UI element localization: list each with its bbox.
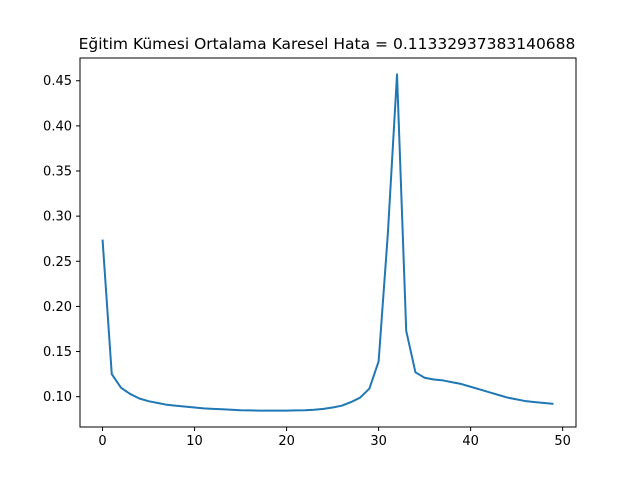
y-tick-label: 0.30 bbox=[43, 210, 72, 225]
series-layer bbox=[101, 73, 554, 412]
y-tick-label: 0.35 bbox=[43, 165, 72, 180]
x-axis: 0 10 20 30 40 50 bbox=[98, 427, 571, 449]
x-tick-label: 10 bbox=[186, 434, 203, 449]
plot-background bbox=[80, 58, 576, 427]
y-tick-label: 0.45 bbox=[43, 74, 72, 89]
y-tick-label: 0.25 bbox=[43, 255, 72, 270]
series-line-0 bbox=[101, 73, 554, 412]
x-tick-label: 20 bbox=[278, 434, 295, 449]
x-tick-label: 50 bbox=[554, 434, 571, 449]
plot-area bbox=[80, 58, 576, 427]
chart-title: Eğitim Kümesi Ortalama Karesel Hata = 0.… bbox=[79, 35, 576, 53]
x-tick-label: 40 bbox=[462, 434, 479, 449]
y-tick-label: 0.40 bbox=[43, 119, 72, 134]
x-tick-label: 0 bbox=[98, 434, 106, 449]
y-tick-label: 0.20 bbox=[43, 300, 72, 315]
x-tick-label: 30 bbox=[370, 434, 387, 449]
y-tick-label: 0.10 bbox=[43, 390, 72, 405]
y-axis: 0.10 0.15 0.20 0.25 0.30 0.35 0.40 0.45 bbox=[43, 74, 80, 405]
y-tick-label: 0.15 bbox=[43, 345, 72, 360]
plot-frame bbox=[79, 57, 577, 428]
